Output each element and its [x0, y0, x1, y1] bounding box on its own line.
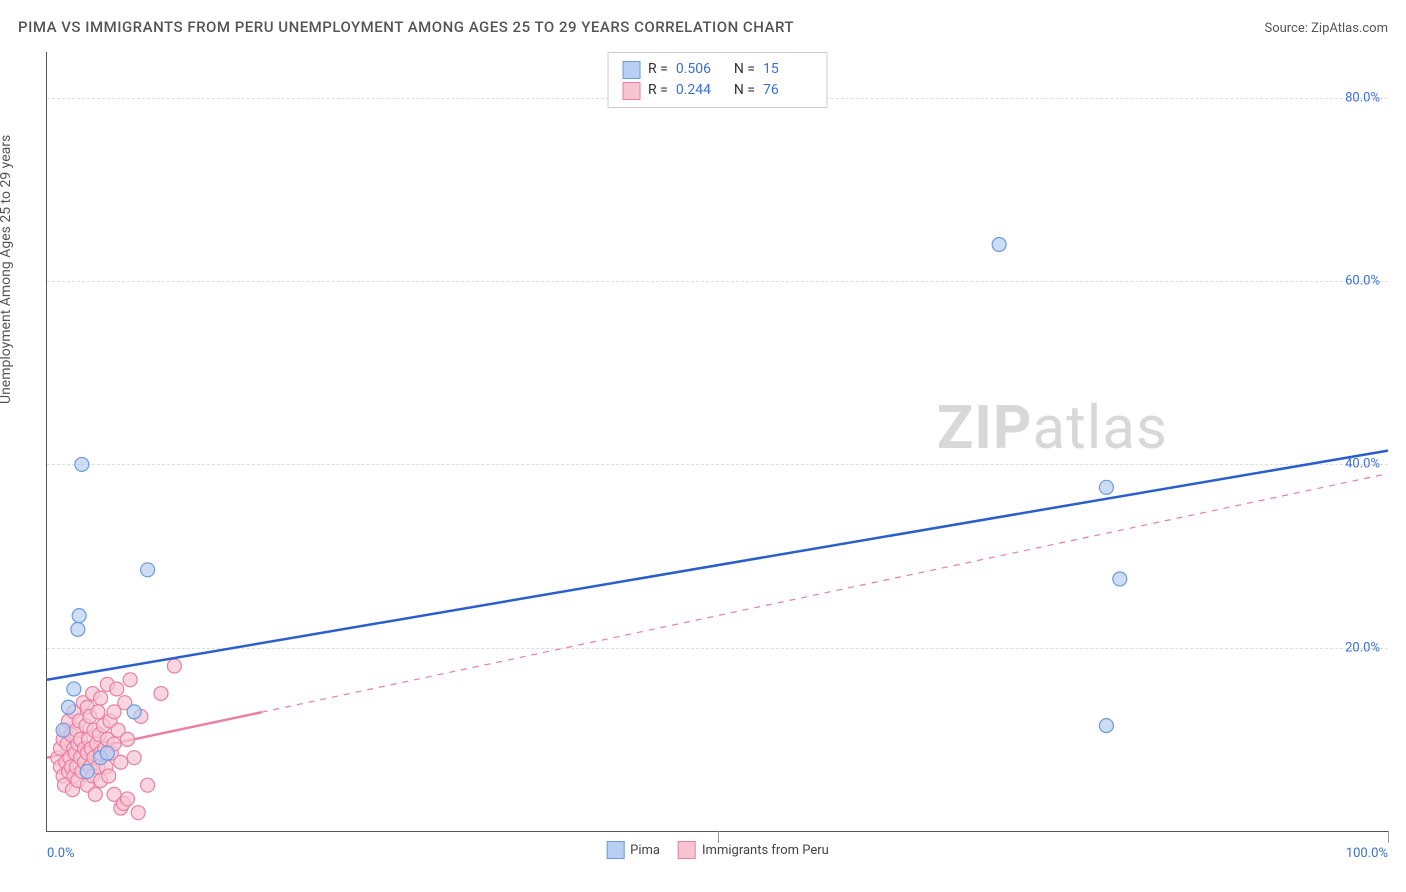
n-value-peru: 76 — [763, 80, 813, 101]
plot-area: ZIPatlas 20.0%40.0%60.0%80.0% R = 0.506 … — [46, 52, 1388, 832]
swatch-peru-bottom — [678, 841, 696, 859]
legend-row-peru: R = 0.244 N = 76 — [622, 80, 813, 101]
x-tick-min: 0.0% — [47, 846, 75, 861]
n-value-pima: 15 — [763, 59, 813, 80]
swatch-pima-bottom — [606, 841, 624, 859]
legend-item-pima: Pima — [606, 841, 660, 859]
y-axis-label: Unemployment Among Ages 25 to 29 years — [0, 135, 14, 404]
r-value-pima: 0.506 — [676, 59, 726, 80]
r-value-peru: 0.244 — [676, 80, 726, 101]
legend-row-pima: R = 0.506 N = 15 — [622, 59, 813, 80]
chart-title: PIMA VS IMMIGRANTS FROM PERU UNEMPLOYMEN… — [18, 18, 794, 36]
swatch-peru — [622, 82, 640, 100]
x-tick-max: 100.0% — [1346, 846, 1388, 861]
source-label: Source: ZipAtlas.com — [1264, 21, 1388, 36]
series-legend: Pima Immigrants from Peru — [606, 841, 829, 859]
legend-label-peru: Immigrants from Peru — [702, 843, 829, 858]
legend-item-peru: Immigrants from Peru — [678, 841, 829, 859]
scatter-plot — [47, 52, 1388, 831]
correlation-legend: R = 0.506 N = 15 R = 0.244 N = 76 — [607, 52, 828, 108]
swatch-pima — [622, 61, 640, 79]
legend-label-pima: Pima — [630, 843, 660, 858]
